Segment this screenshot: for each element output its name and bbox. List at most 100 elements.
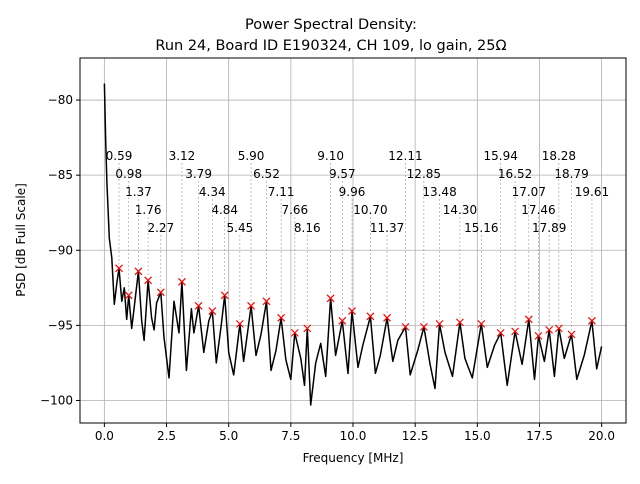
peak-label: 7.66: [281, 203, 308, 217]
x-tick-label: 12.5: [402, 429, 429, 443]
peak-marker: [178, 277, 186, 286]
peak-marker: [524, 315, 533, 324]
x-tick-label: 7.5: [281, 429, 300, 443]
peak-marker: [247, 301, 255, 310]
peak-marker: [124, 291, 133, 300]
peak-marker: [156, 288, 165, 297]
x-tick-label: 0.0: [95, 429, 114, 443]
peak-label: 16.52: [498, 167, 532, 181]
x-marker-stroke: [401, 322, 410, 331]
x-marker-stroke: [338, 316, 347, 325]
peak-label: 5.90: [238, 149, 265, 163]
y-tick-label: −100: [40, 393, 73, 407]
x-marker-stroke: [554, 324, 563, 333]
x-marker-stroke: [348, 307, 356, 316]
peak-marker: [303, 324, 312, 333]
x-axis-label: Frequency [MHz]: [303, 451, 404, 465]
peak-label: 9.57: [329, 167, 356, 181]
peak-marker: [115, 264, 123, 273]
grid: [80, 58, 626, 423]
peak-marker: [534, 331, 543, 340]
peak-marker: [144, 276, 153, 285]
x-marker-stroke: [208, 307, 217, 316]
x-marker-stroke: [303, 324, 312, 333]
x-marker-stroke: [455, 318, 464, 327]
x-marker-stroke: [194, 301, 203, 310]
peak-marker: [496, 328, 505, 337]
peak-marker: [366, 312, 375, 321]
peak-marker: [277, 313, 286, 322]
x-marker-stroke: [534, 331, 543, 340]
chart-title-line1: Power Spectral Density:: [245, 17, 417, 33]
x-marker-stroke: [496, 328, 505, 337]
peak-label: 2.27: [147, 221, 174, 235]
x-tick-label: 10.0: [340, 429, 367, 443]
peak-label: 14.30: [443, 203, 477, 217]
peak-marker: [554, 324, 563, 333]
peak-label: 10.70: [353, 203, 387, 217]
x-marker-stroke: [588, 316, 596, 325]
peak-marker: [194, 301, 203, 310]
x-marker-stroke: [156, 288, 165, 297]
peak-label: 4.84: [211, 203, 238, 217]
plot-area: 0.59 0.98 1.37 1.76 2.27 3.12 3.79 4.34 4.84 5.45…: [103, 83, 609, 406]
peak-marker: [326, 294, 335, 303]
peak-label: 18.28: [542, 149, 576, 163]
peak-label: 5.45: [227, 221, 254, 235]
peak-label: 15.94: [484, 149, 518, 163]
x-marker-stroke: [326, 294, 335, 303]
peak-label: 1.76: [135, 203, 162, 217]
peak-marker: [588, 316, 596, 325]
x-marker-stroke: [124, 291, 133, 300]
peak-label: 12.85: [407, 167, 441, 181]
peak-label: 17.89: [532, 221, 566, 235]
x-marker-stroke: [134, 267, 143, 276]
y-tick-label: −90: [48, 243, 73, 257]
peak-labels: 0.59 0.98 1.37 1.76 2.27 3.12 3.79 4.34 4.84 5.45…: [106, 149, 609, 235]
axis-ticks: 0.0 2.5 5.0 7.5 10.0 12.5 15.0 17.5 20.0 −80 −85 −9…: [40, 93, 615, 443]
peak-label: 6.52: [253, 167, 280, 181]
peak-marker: [208, 307, 217, 316]
peak-marker: [383, 313, 391, 322]
peak-label: 15.16: [464, 221, 498, 235]
x-marker-stroke: [277, 313, 286, 322]
peak-label: 8.16: [294, 221, 321, 235]
peak-marker: [401, 322, 410, 331]
x-marker-stroke: [290, 328, 299, 337]
x-marker-stroke: [419, 322, 428, 331]
peak-label: 19.61: [575, 185, 609, 199]
peak-marker: [235, 319, 244, 328]
x-marker-stroke: [247, 301, 255, 310]
peak-marker: [220, 291, 229, 300]
peak-label: 3.12: [169, 149, 196, 163]
peak-marker: [567, 330, 576, 339]
peak-label: 17.07: [512, 185, 546, 199]
peak-marker: [477, 319, 486, 328]
y-tick-label: −95: [48, 318, 73, 332]
peak-label: 3.79: [185, 167, 212, 181]
x-marker-stroke: [545, 325, 554, 334]
peak-marker: [262, 297, 271, 306]
peak-label: 0.59: [106, 149, 133, 163]
peak-label: 7.11: [268, 185, 295, 199]
peak-marker: [511, 327, 520, 336]
x-marker-stroke: [511, 327, 520, 336]
peak-label: 1.37: [125, 185, 152, 199]
axes-frame: [79, 57, 627, 424]
peak-marker: [419, 322, 428, 331]
x-marker-stroke: [178, 277, 186, 286]
x-marker-stroke: [477, 319, 486, 328]
y-tick-label: −85: [48, 168, 73, 182]
peak-marker: [545, 325, 554, 334]
peak-label: 12.11: [388, 149, 422, 163]
x-marker-stroke: [235, 319, 244, 328]
y-axis-label: PSD [dB Full Scale]: [14, 183, 28, 297]
x-marker-stroke: [524, 315, 533, 324]
peak-marker: [134, 267, 143, 276]
peak-label: 11.37: [370, 221, 404, 235]
x-marker-stroke: [383, 313, 391, 322]
peak-marker: [338, 316, 347, 325]
x-tick-label: 5.0: [219, 429, 238, 443]
y-tick-label: −80: [48, 93, 73, 107]
